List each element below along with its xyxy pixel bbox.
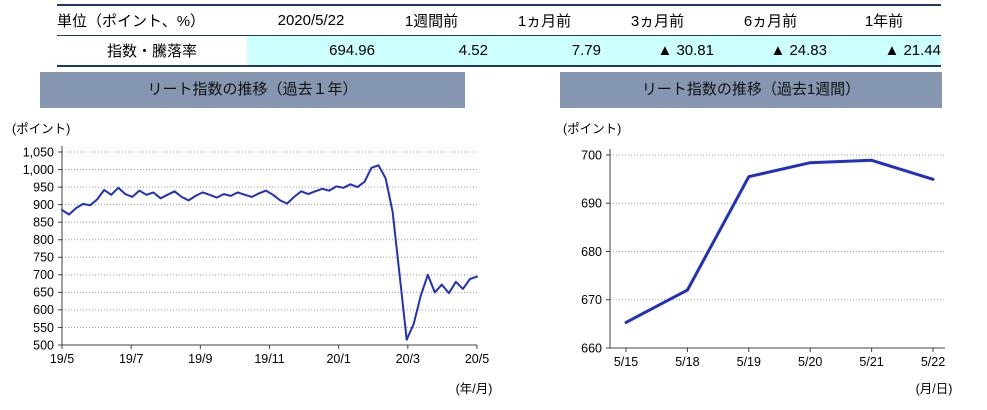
svg-text:660: 660 bbox=[581, 341, 602, 355]
svg-text:5/15: 5/15 bbox=[614, 355, 638, 369]
svg-text:680: 680 bbox=[581, 245, 602, 259]
table-header-3month: 3ヵ月前 bbox=[630, 13, 685, 30]
table-header-unit: 単位（ポイント、%） bbox=[57, 13, 206, 30]
value-current: 694.96 bbox=[247, 35, 375, 66]
summary-table-header-row: 単位（ポイント、%） 2020/5/22 1週間前 1ヵ月前 3ヵ月前 6ヵ月前… bbox=[57, 5, 941, 36]
svg-text:5/19: 5/19 bbox=[737, 355, 761, 369]
svg-text:600: 600 bbox=[33, 303, 54, 317]
svg-text:700: 700 bbox=[581, 148, 602, 162]
summary-table-data-row: 指数・騰落率 694.96 4.52 7.79 ▲ 30.81 ▲ 24.83 … bbox=[57, 35, 941, 66]
value-3month: ▲ 30.81 bbox=[601, 35, 714, 66]
year-chart-x-unit-label: (年/月) bbox=[455, 382, 493, 396]
svg-text:19/5: 19/5 bbox=[50, 352, 74, 366]
year-chart: 500 550 600 650 700 750 800 850 900 950 1,000 1,050… bbox=[23, 145, 489, 366]
svg-text:750: 750 bbox=[33, 251, 54, 265]
svg-text:5/21: 5/21 bbox=[859, 355, 883, 369]
svg-text:19/7: 19/7 bbox=[119, 352, 143, 366]
svg-text:850: 850 bbox=[33, 215, 54, 229]
row-label: 指数・騰落率 bbox=[57, 35, 247, 66]
week-chart-y-unit-label: (ポイント) bbox=[563, 122, 622, 136]
svg-text:500: 500 bbox=[33, 338, 54, 352]
svg-text:700: 700 bbox=[33, 268, 54, 282]
svg-text:20/3: 20/3 bbox=[396, 352, 420, 366]
year-chart-title: リート指数の推移（過去１年） bbox=[40, 72, 465, 108]
value-1month: 7.79 bbox=[488, 35, 601, 66]
table-header-1year: 1年前 bbox=[864, 13, 904, 30]
svg-text:1,000: 1,000 bbox=[23, 163, 54, 177]
svg-text:950: 950 bbox=[33, 180, 54, 194]
svg-text:19/11: 19/11 bbox=[254, 352, 284, 366]
svg-text:550: 550 bbox=[33, 321, 54, 335]
svg-text:900: 900 bbox=[33, 198, 54, 212]
svg-text:5/22: 5/22 bbox=[921, 355, 945, 369]
svg-text:670: 670 bbox=[581, 293, 602, 307]
year-chart-y-unit-label: (ポイント) bbox=[12, 122, 71, 136]
svg-text:5/20: 5/20 bbox=[798, 355, 822, 369]
svg-text:19/9: 19/9 bbox=[188, 352, 212, 366]
value-6month: ▲ 24.83 bbox=[714, 35, 827, 66]
svg-text:20/5: 20/5 bbox=[465, 352, 489, 366]
table-header-date: 2020/5/22 bbox=[277, 12, 345, 29]
svg-text:800: 800 bbox=[33, 233, 54, 247]
svg-text:1,050: 1,050 bbox=[23, 145, 54, 159]
svg-text:690: 690 bbox=[581, 197, 602, 211]
week-chart-x-unit-label: (月/日) bbox=[915, 382, 953, 396]
svg-text:650: 650 bbox=[33, 286, 54, 300]
value-1year: ▲ 21.44 bbox=[827, 35, 941, 66]
value-1week: 4.52 bbox=[375, 35, 488, 66]
week-chart: 660 670 680 690 700 5/15 5/18 5/19 5/20 5/21 5/22 bbox=[581, 148, 945, 369]
table-header-1week: 1週間前 bbox=[404, 13, 459, 30]
table-header-6month: 6ヵ月前 bbox=[743, 13, 798, 30]
svg-text:20/1: 20/1 bbox=[326, 352, 350, 366]
svg-text:5/18: 5/18 bbox=[675, 355, 699, 369]
table-header-1month: 1ヵ月前 bbox=[517, 13, 572, 30]
week-chart-title: リート指数の推移（過去1週間） bbox=[560, 72, 942, 108]
summary-table: 単位（ポイント、%） 2020/5/22 1週間前 1ヵ月前 3ヵ月前 6ヵ月前… bbox=[57, 4, 941, 67]
summary-table-wrap: 単位（ポイント、%） 2020/5/22 1週間前 1ヵ月前 3ヵ月前 6ヵ月前… bbox=[57, 4, 941, 67]
